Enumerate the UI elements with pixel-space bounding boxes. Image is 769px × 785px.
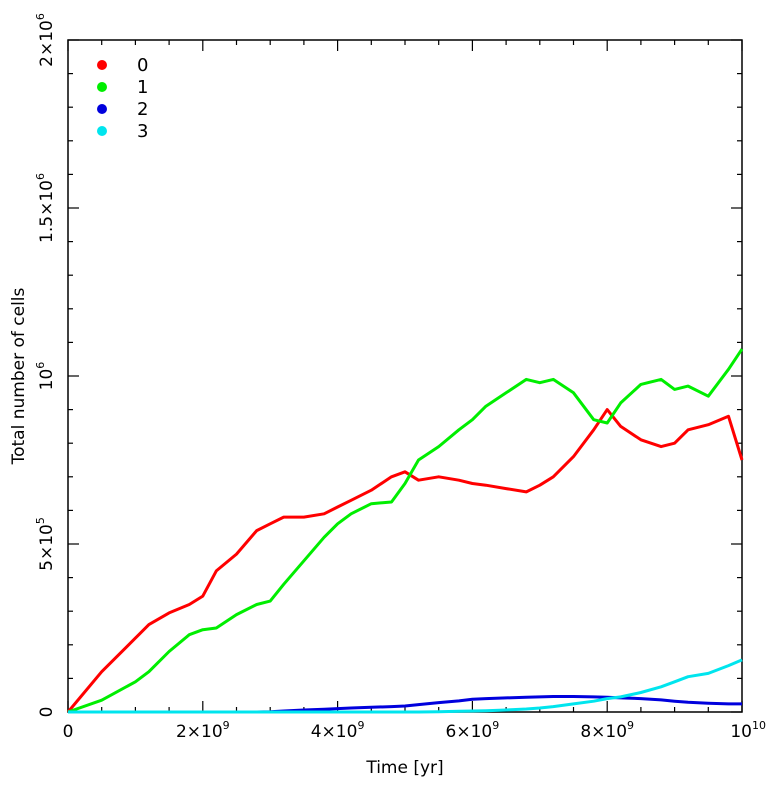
- x-tick-label: 4×109: [311, 719, 365, 742]
- x-tick-label: 2×109: [176, 719, 230, 742]
- legend-label-2: 2: [137, 99, 148, 120]
- x-axis-title: Time [yr]: [365, 758, 443, 778]
- legend-label-1: 1: [137, 77, 148, 98]
- legend-label-0: 0: [137, 55, 148, 76]
- series-layer: [66, 348, 744, 714]
- series-line-1: [67, 348, 744, 714]
- legend-marker-2: [97, 104, 107, 114]
- y-tick-label: 106: [34, 362, 57, 391]
- legend-marker-3: [97, 126, 107, 136]
- legend-label-3: 3: [137, 121, 148, 142]
- x-tick-label: 0: [63, 722, 74, 742]
- series-line-3: [68, 658, 743, 714]
- y-tick-label: 1.5×106: [34, 173, 57, 243]
- legend-marker-1: [97, 82, 107, 92]
- x-tick-label: 6×109: [446, 719, 500, 742]
- x-tick-label: 8×109: [580, 719, 634, 742]
- plot-frame: [67, 39, 743, 713]
- tick-labels: 0 2×109 4×109 6×109 8×109 1010 0 5×105 106 1.5×10…: [34, 13, 766, 742]
- x-tick-label: 1010: [730, 719, 766, 742]
- y-tick-label: 0: [37, 707, 57, 718]
- axis-ticks: [67, 39, 743, 713]
- series-line-0: [66, 408, 744, 713]
- y-tick-label: 2×106: [34, 13, 57, 67]
- legend-marker-0: [97, 60, 107, 70]
- y-tick-label: 5×105: [34, 517, 57, 571]
- y-axis-title: Total number of cells: [9, 287, 29, 465]
